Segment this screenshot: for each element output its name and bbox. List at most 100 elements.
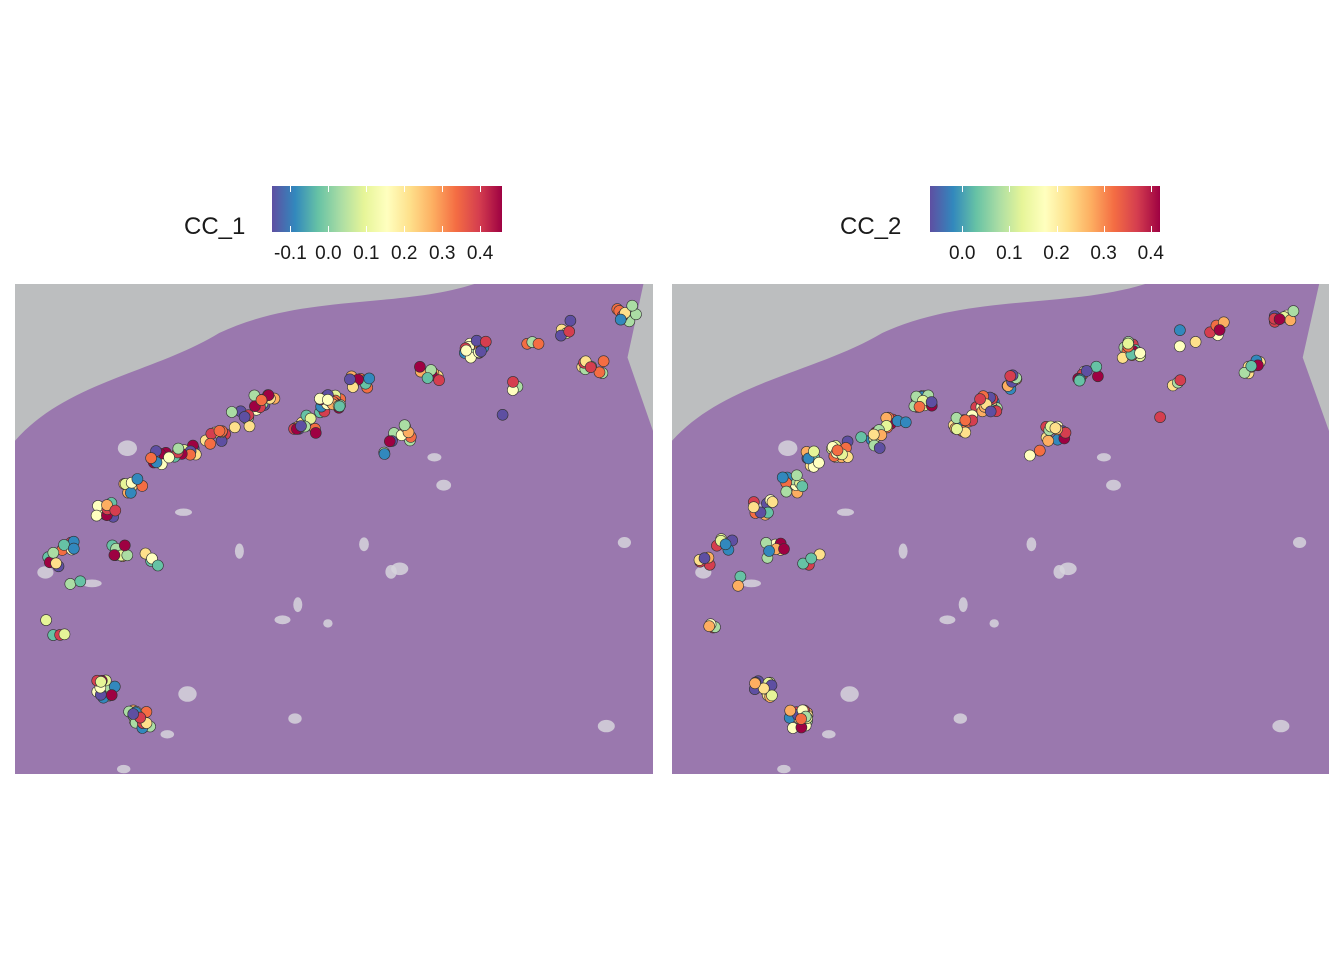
tick-mark <box>290 226 292 232</box>
spot <box>1189 336 1202 348</box>
tick-mark <box>290 186 292 192</box>
tissue-hole <box>1293 537 1307 548</box>
tick-mark <box>962 226 964 232</box>
spot <box>479 335 492 348</box>
tick-label: 0.2 <box>391 243 418 264</box>
spot <box>238 411 251 423</box>
spot <box>796 480 809 492</box>
spot <box>131 473 144 485</box>
spot <box>226 406 238 418</box>
tick-mark <box>1103 226 1105 232</box>
tissue-hole <box>989 619 999 628</box>
spot <box>1024 449 1036 462</box>
spot <box>614 313 627 326</box>
colorbar <box>272 186 502 232</box>
spot <box>719 538 732 551</box>
tissue-hole <box>427 453 442 462</box>
tissue-hole <box>741 579 761 588</box>
spot <box>309 427 322 439</box>
tissue-hole <box>175 508 192 516</box>
tick-mark <box>404 226 406 232</box>
spot <box>1004 370 1017 382</box>
spot <box>363 372 376 385</box>
spot <box>747 501 760 513</box>
tissue-image <box>672 284 1329 774</box>
spot <box>974 393 986 405</box>
tissue-hole <box>898 543 908 559</box>
spot <box>831 444 844 457</box>
tissue-section <box>15 284 653 774</box>
spot <box>67 542 80 555</box>
tissue-hole <box>117 440 137 456</box>
tick-mark <box>962 186 964 192</box>
spot <box>414 361 426 373</box>
spot <box>797 557 809 570</box>
tick-label: 0.1 <box>353 243 380 264</box>
tissue-hole <box>837 508 854 516</box>
tick-label: -0.1 <box>274 243 307 264</box>
spot <box>383 435 396 448</box>
spot <box>1042 435 1055 447</box>
spot <box>1174 374 1187 386</box>
spot <box>855 431 867 443</box>
tissue-hole <box>777 764 791 774</box>
spot <box>959 414 972 427</box>
spot <box>532 337 545 350</box>
spot <box>496 409 509 421</box>
spot <box>732 579 744 592</box>
spot <box>398 419 411 431</box>
tissue-hole <box>160 730 175 739</box>
tissue-section <box>672 284 1329 774</box>
spot <box>791 469 803 482</box>
tick-label: 0.0 <box>315 243 342 264</box>
spot <box>808 445 820 458</box>
tissue-hole <box>778 440 798 456</box>
spot <box>925 396 938 408</box>
spot <box>1173 340 1186 353</box>
spot <box>421 372 434 384</box>
spot <box>1154 411 1166 423</box>
spot <box>40 614 52 626</box>
spot <box>213 425 226 437</box>
tick-mark <box>328 226 330 232</box>
spot <box>295 420 307 432</box>
tissue-hole <box>1272 719 1290 733</box>
spot <box>805 552 817 565</box>
spot <box>321 394 334 406</box>
spot <box>229 421 241 434</box>
tissue-hole <box>436 479 452 491</box>
tissue-hole <box>293 597 303 613</box>
tissue-hole <box>597 719 615 733</box>
spot <box>776 471 789 484</box>
tissue-hole <box>323 619 333 628</box>
colorbar <box>930 186 1160 232</box>
spot <box>58 628 71 641</box>
tissue-hole <box>274 615 291 625</box>
spot <box>584 361 597 373</box>
spot <box>1273 313 1286 326</box>
spot <box>163 451 175 464</box>
tissue-hole <box>958 597 968 613</box>
tissue-hole <box>391 562 409 576</box>
spot <box>1092 370 1104 383</box>
tick-label: 0.4 <box>466 243 494 264</box>
tissue-hole <box>939 615 956 625</box>
tick-mark <box>1150 186 1152 192</box>
spot <box>109 504 122 517</box>
tick-mark <box>1103 186 1105 192</box>
spot <box>1073 374 1086 387</box>
tissue-hole <box>840 686 859 702</box>
tissue-hole <box>1059 562 1077 576</box>
spot <box>1134 347 1146 359</box>
spot <box>778 543 790 555</box>
spot <box>507 376 519 388</box>
spot <box>95 675 107 688</box>
tick-mark <box>1009 186 1011 192</box>
tick-mark <box>366 186 368 192</box>
spot <box>873 442 886 454</box>
tick-label: 0.2 <box>1043 243 1070 264</box>
spot <box>152 559 164 572</box>
spot <box>758 682 770 695</box>
spot <box>766 496 779 508</box>
spot <box>698 552 711 565</box>
